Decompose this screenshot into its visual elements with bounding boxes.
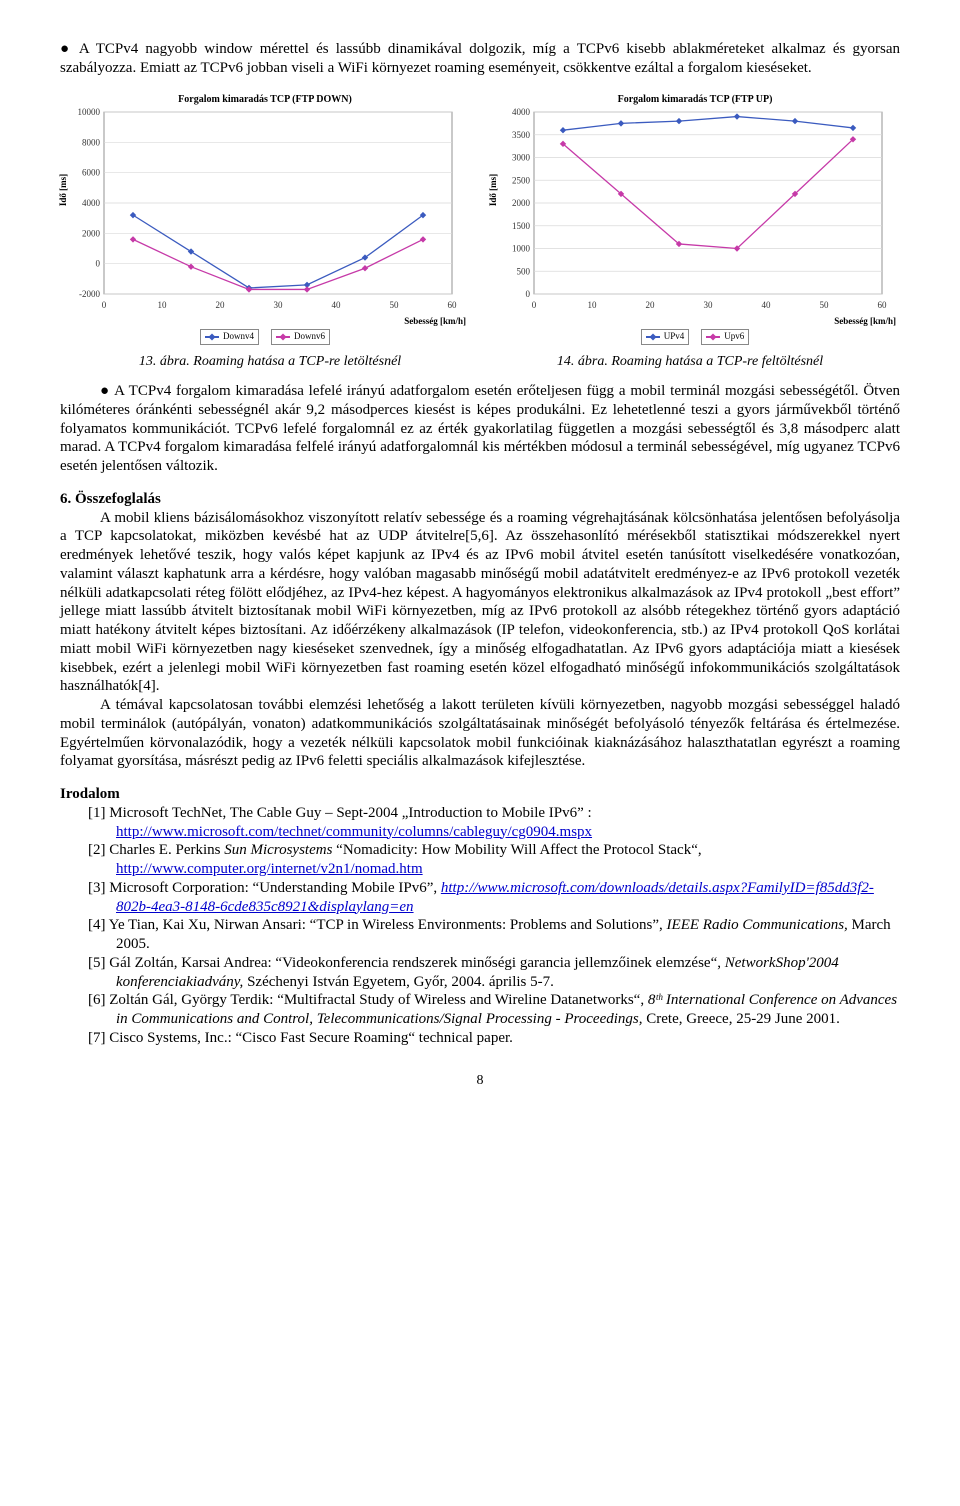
chart-left-xlabel: Sebesség [km/h]	[60, 316, 470, 327]
svg-text:60: 60	[878, 300, 888, 310]
svg-text:40: 40	[762, 300, 772, 310]
section-6-paragraph-1: A mobil kliens bázisálomásokhoz viszonyí…	[60, 509, 900, 697]
chart-right-title: Forgalom kimaradás TCP (FTP UP)	[490, 94, 900, 107]
svg-text:4000: 4000	[512, 107, 531, 117]
legend-item: UPv4	[641, 329, 690, 344]
svg-text:1000: 1000	[512, 244, 531, 254]
svg-text:20: 20	[216, 300, 226, 310]
bullet-paragraph-1: ● A TCPv4 nagyobb window mérettel és las…	[60, 40, 900, 78]
svg-text:10: 10	[588, 300, 598, 310]
reference-link[interactable]: http://www.computer.org/internet/v2n1/no…	[116, 861, 423, 877]
reference-link[interactable]: http://www.microsoft.com/downloads/detai…	[116, 880, 874, 915]
svg-text:1500: 1500	[512, 221, 531, 231]
chart-left-title: Forgalom kimaradás TCP (FTP DOWN)	[60, 94, 470, 107]
svg-text:0: 0	[96, 259, 101, 269]
svg-text:3500: 3500	[512, 130, 531, 140]
chart-left-ylabel: Idő [ms]	[58, 174, 69, 206]
page-number: 8	[60, 1072, 900, 1090]
caption-right: 14. ábra. Roaming hatása a TCP-re feltöl…	[480, 353, 900, 371]
reference-item: [7] Cisco Systems, Inc.: “Cisco Fast Sec…	[60, 1029, 900, 1048]
svg-text:2000: 2000	[82, 228, 101, 238]
svg-text:3000: 3000	[512, 153, 531, 163]
reference-item: [6] Zoltán Gál, György Terdik: “Multifra…	[60, 991, 900, 1029]
svg-text:0: 0	[102, 300, 107, 310]
svg-text:4000: 4000	[82, 198, 101, 208]
reference-item: [1] Microsoft TechNet, The Cable Guy – S…	[60, 804, 900, 842]
reference-item: [3] Microsoft Corporation: “Understandin…	[60, 879, 900, 917]
svg-text:50: 50	[820, 300, 830, 310]
chart-left-svg: -200002000400060008000100000102030405060	[60, 106, 460, 316]
chart-right-ylabel: Idő [ms]	[488, 174, 499, 206]
legend-item: Upv6	[701, 329, 749, 344]
legend-item: Downv6	[271, 329, 330, 344]
svg-text:2000: 2000	[512, 198, 531, 208]
svg-text:60: 60	[448, 300, 458, 310]
section-6-paragraph-2: A témával kapcsolatosan további elemzési…	[60, 696, 900, 771]
svg-text:10: 10	[158, 300, 168, 310]
chart-left: Forgalom kimaradás TCP (FTP DOWN) Idő [m…	[60, 94, 470, 345]
svg-text:0: 0	[526, 289, 531, 299]
svg-text:40: 40	[332, 300, 342, 310]
reference-item: [2] Charles E. Perkins Sun Microsystems …	[60, 841, 900, 879]
svg-text:30: 30	[704, 300, 714, 310]
bullet-paragraph-2: ● A TCPv4 forgalom kimaradása lefelé irá…	[60, 382, 900, 476]
reference-item: [4] Ye Tian, Kai Xu, Nirwan Ansari: “TCP…	[60, 916, 900, 954]
charts-row: Forgalom kimaradás TCP (FTP DOWN) Idő [m…	[60, 94, 900, 345]
chart-right-svg: 0 500 1000 1500 2000 2500 3000 3500 4000 0 10 20 30 4…	[490, 106, 890, 316]
svg-text:30: 30	[274, 300, 284, 310]
legend-label: Upv6	[724, 331, 744, 342]
svg-text:2500: 2500	[512, 175, 531, 185]
svg-text:500: 500	[517, 266, 531, 276]
references-heading: Irodalom	[60, 785, 900, 804]
chart-right-legend: UPv4 Upv6	[490, 329, 900, 344]
legend-item: Downv4	[200, 329, 259, 344]
legend-label: UPv4	[664, 331, 685, 342]
svg-text:20: 20	[646, 300, 656, 310]
caption-row: 13. ábra. Roaming hatása a TCP-re letölt…	[60, 353, 900, 371]
svg-text:10000: 10000	[78, 107, 101, 117]
chart-right: Forgalom kimaradás TCP (FTP UP) Idő [ms]…	[490, 94, 900, 345]
reference-link[interactable]: http://www.microsoft.com/technet/communi…	[116, 824, 592, 840]
legend-label: Downv4	[223, 331, 254, 342]
svg-text:0: 0	[532, 300, 537, 310]
caption-left: 13. ábra. Roaming hatása a TCP-re letölt…	[60, 353, 480, 371]
legend-label: Downv6	[294, 331, 325, 342]
chart-left-legend: Downv4 Downv6	[60, 329, 470, 344]
svg-text:8000: 8000	[82, 137, 101, 147]
reference-item: [5] Gál Zoltán, Karsai Andrea: “Videokon…	[60, 954, 900, 992]
svg-text:6000: 6000	[82, 168, 101, 178]
svg-text:50: 50	[390, 300, 400, 310]
chart-right-xlabel: Sebesség [km/h]	[490, 316, 900, 327]
references-section: Irodalom [1] Microsoft TechNet, The Cabl…	[60, 785, 900, 1048]
svg-text:-2000: -2000	[79, 289, 100, 299]
section-6-heading: 6. Összefoglalás	[60, 490, 900, 509]
